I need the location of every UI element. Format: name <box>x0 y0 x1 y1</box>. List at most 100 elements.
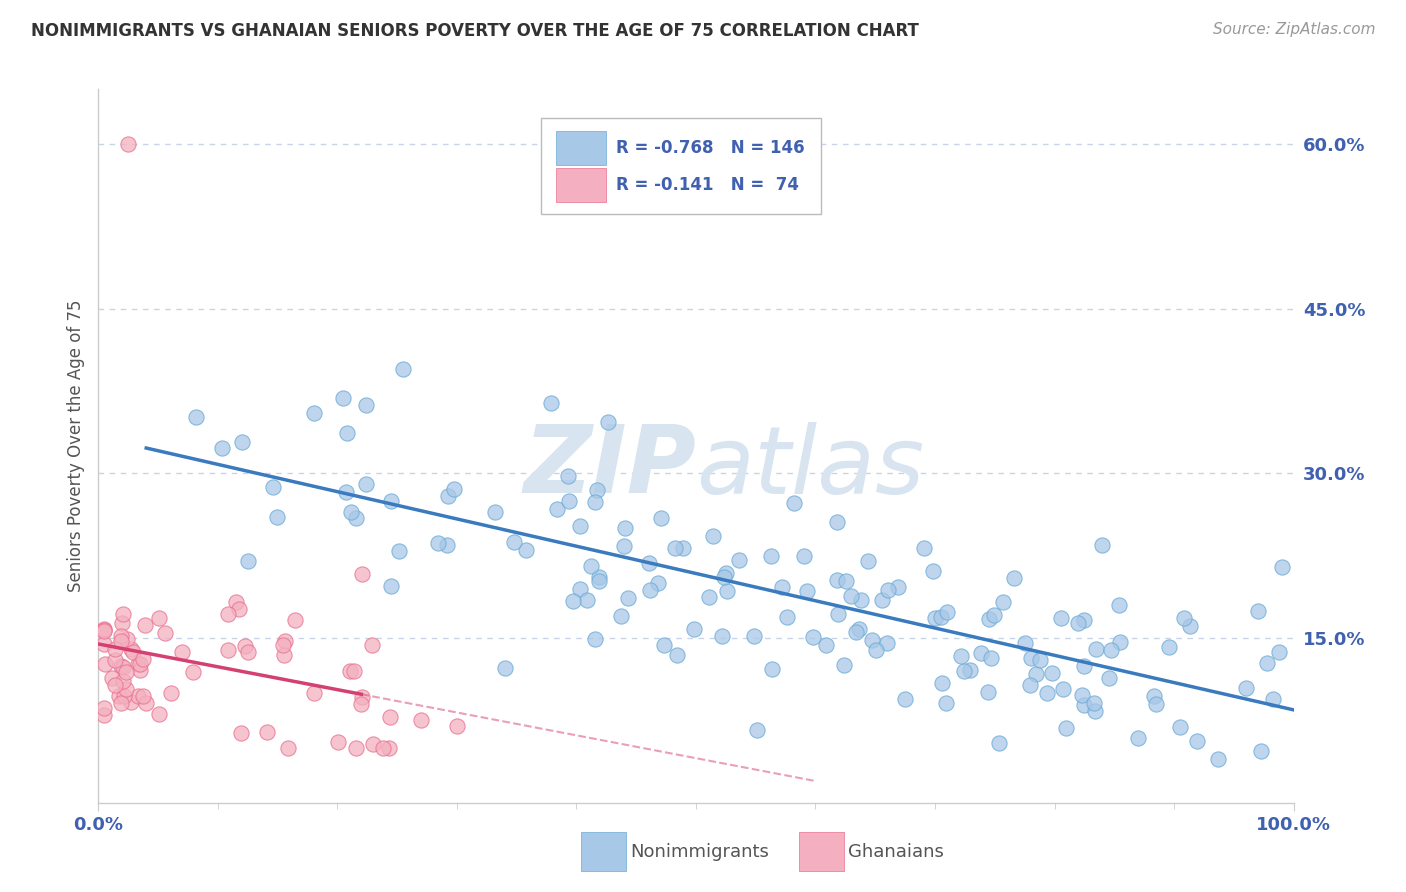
Point <box>666 648 689 662</box>
Point <box>236 645 259 659</box>
Point <box>211 441 233 455</box>
Point <box>354 477 377 491</box>
Point <box>132 651 155 665</box>
Point <box>112 607 135 621</box>
Point <box>1185 734 1208 748</box>
Point <box>825 515 848 529</box>
Point <box>1073 659 1095 673</box>
Point <box>283 613 305 627</box>
Point <box>1256 657 1278 671</box>
Point <box>344 740 367 755</box>
Text: R = -0.141   N =  74: R = -0.141 N = 74 <box>616 176 799 194</box>
Point <box>446 719 468 733</box>
Text: ZIP: ZIP <box>523 421 696 514</box>
Point <box>1018 678 1040 692</box>
Point <box>931 676 953 690</box>
Point <box>361 639 384 653</box>
Point <box>991 595 1014 609</box>
Point <box>427 536 450 550</box>
Point <box>1157 640 1180 655</box>
Point <box>953 664 976 678</box>
Point <box>436 538 458 552</box>
Point <box>1178 619 1201 633</box>
Point <box>682 623 704 637</box>
Point <box>110 628 132 642</box>
Point <box>1014 635 1036 649</box>
Point <box>120 642 142 657</box>
Point <box>839 589 862 603</box>
Point <box>924 611 946 625</box>
Point <box>796 584 818 599</box>
Point <box>132 689 155 703</box>
Point <box>613 521 636 535</box>
Point <box>1002 571 1025 585</box>
Point <box>377 740 399 755</box>
Point <box>114 665 136 680</box>
Point <box>93 637 115 651</box>
Point <box>613 539 636 553</box>
Point <box>814 638 837 652</box>
Point <box>1025 667 1047 681</box>
Point <box>1021 651 1043 665</box>
Point <box>977 612 1000 626</box>
Point <box>714 566 737 581</box>
Point <box>856 554 879 568</box>
FancyBboxPatch shape <box>557 168 606 202</box>
Point <box>1084 704 1107 718</box>
Point <box>326 735 349 749</box>
Point <box>1247 604 1270 618</box>
Point <box>127 690 149 704</box>
Point <box>929 609 952 624</box>
Point <box>848 622 870 636</box>
Point <box>1268 645 1291 659</box>
Point <box>728 553 751 567</box>
Point <box>350 567 373 582</box>
Point <box>1090 538 1112 552</box>
Point <box>332 392 354 406</box>
Point <box>93 622 115 636</box>
Point <box>1052 681 1074 696</box>
Point <box>845 624 868 639</box>
Point <box>1073 613 1095 627</box>
Point <box>371 740 394 755</box>
Point <box>388 543 411 558</box>
Point <box>339 505 361 519</box>
Point <box>484 505 506 519</box>
Point <box>494 661 516 675</box>
Point <box>558 493 581 508</box>
Point <box>761 662 783 676</box>
Point <box>380 710 402 724</box>
Point <box>652 638 675 652</box>
Point <box>104 641 127 656</box>
Point <box>1067 615 1090 630</box>
Point <box>266 509 288 524</box>
Point <box>228 602 250 616</box>
Point <box>540 395 562 409</box>
Point <box>354 398 377 412</box>
Point <box>1109 635 1132 649</box>
Point <box>112 660 135 674</box>
Point <box>101 672 124 686</box>
Point <box>647 575 669 590</box>
Point <box>104 653 127 667</box>
Point <box>411 714 433 728</box>
Point <box>127 657 149 672</box>
Point <box>1036 686 1059 700</box>
Point <box>617 591 640 605</box>
Point <box>436 489 458 503</box>
Point <box>1040 665 1063 680</box>
Point <box>344 511 367 525</box>
Point <box>120 695 142 709</box>
Point <box>1085 642 1108 657</box>
Point <box>1261 692 1284 706</box>
Point <box>1054 721 1077 735</box>
Point <box>217 643 239 657</box>
Point <box>380 494 402 508</box>
Point <box>1071 689 1094 703</box>
Point <box>271 638 294 652</box>
Point <box>1168 720 1191 734</box>
Point <box>977 685 1000 699</box>
Point <box>135 696 157 710</box>
Point <box>339 664 361 678</box>
Point <box>117 137 139 152</box>
